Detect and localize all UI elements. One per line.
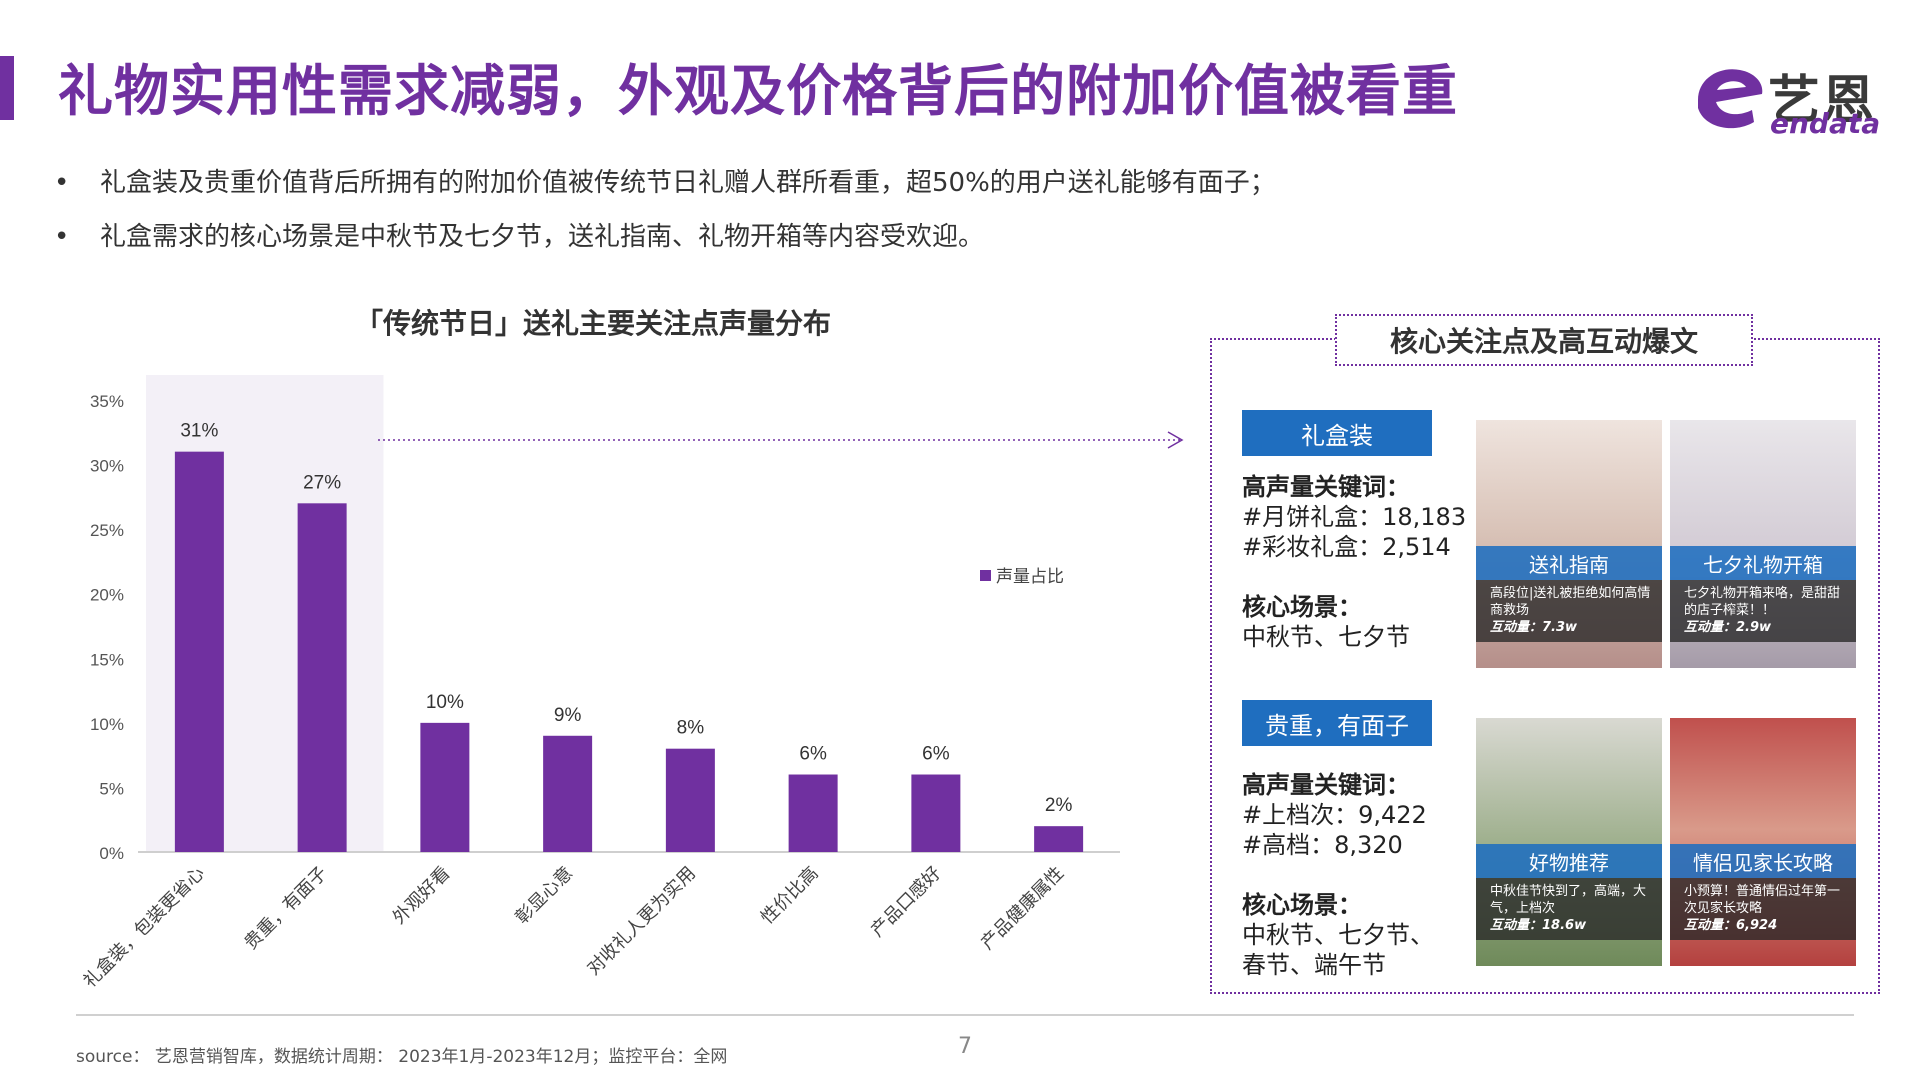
bar bbox=[665, 748, 715, 852]
bullet-glyph: • bbox=[54, 222, 70, 252]
keyword-item: #月饼礼盒：18,183 bbox=[1242, 503, 1467, 531]
post-card[interactable]: 好物推荐 中秋佳节快到了，高端，大气，上档次 互动量：18.6w bbox=[1476, 718, 1662, 966]
scene-item: 春节、端午节 bbox=[1242, 951, 1386, 979]
scene-title: 核心场景： bbox=[1242, 593, 1362, 621]
y-tick-label: 20% bbox=[90, 586, 124, 605]
keyword-item: #彩妆礼盒：2,514 bbox=[1242, 533, 1451, 561]
connector-arrow-icon bbox=[1167, 431, 1184, 449]
bullet-text: 礼盒需求的核心场景是中秋节及七夕节，送礼指南、礼物开箱等内容受欢迎。 bbox=[100, 222, 985, 252]
post-label: 送礼指南 bbox=[1476, 546, 1662, 580]
page-title: 礼物实用性需求减弱，外观及价格背后的附加价值被看重 bbox=[58, 59, 1459, 123]
y-tick-label: 15% bbox=[90, 650, 124, 669]
section-tag-gift-box: 礼盒装 bbox=[1242, 410, 1432, 456]
data-label: 10% bbox=[426, 692, 464, 713]
legend-swatch bbox=[980, 570, 991, 581]
post-engagement: 互动量：2.9w bbox=[1684, 620, 1772, 635]
bullet-text: 礼盒装及贵重价值背后所拥有的附加价值被传统节日礼赠人群所看重，超50%的用户送礼… bbox=[100, 168, 1276, 198]
bar bbox=[543, 735, 593, 852]
category-label: 产品健康属性 bbox=[977, 863, 1068, 954]
scene-title: 核心场景： bbox=[1242, 891, 1362, 919]
scene-item: 中秋节、七夕节、 bbox=[1242, 921, 1434, 949]
data-label: 2% bbox=[1045, 795, 1073, 816]
legend-label: 声量占比 bbox=[996, 567, 1064, 587]
page-number: 7 bbox=[958, 1034, 972, 1059]
bar bbox=[420, 722, 470, 852]
data-label: 8% bbox=[677, 718, 705, 739]
bullet-item: • 礼盒装及贵重价值背后所拥有的附加价值被传统节日礼赠人群所看重，超50%的用户送… bbox=[54, 162, 1276, 199]
post-label: 好物推荐 bbox=[1476, 844, 1662, 878]
y-tick-label: 5% bbox=[99, 779, 124, 798]
post-description: 小预算！普通情侣过年第一次见家长攻略 互动量：6,924 bbox=[1670, 878, 1856, 940]
bar-chart: 0% 5% 10% 15% 20% 25% 30% 35% 31% 礼盒装，包装更省心 27% 贵重，… bbox=[80, 375, 1184, 992]
post-engagement: 互动量：6,924 bbox=[1684, 918, 1778, 933]
bar bbox=[174, 451, 224, 852]
data-label: 31% bbox=[180, 421, 218, 442]
post-card[interactable]: 七夕礼物开箱 七夕礼物开箱来咯，是甜甜的店子榨菜！！ 互动量：2.9w bbox=[1670, 420, 1856, 668]
scene-item: 中秋节、七夕节 bbox=[1242, 623, 1410, 651]
keywords-title: 高声量关键词： bbox=[1242, 771, 1410, 799]
post-label: 七夕礼物开箱 bbox=[1670, 546, 1856, 580]
keyword-item: #高档：8,320 bbox=[1242, 831, 1403, 859]
post-desc-text: 小预算！普通情侣过年第一次见家长攻略 bbox=[1684, 884, 1841, 916]
logo-text-cn: 艺恩 bbox=[1768, 71, 1877, 131]
category-label: 贵重，有面子 bbox=[240, 863, 331, 954]
data-label: 9% bbox=[554, 705, 582, 726]
post-card[interactable]: 送礼指南 高段位|送礼被拒绝如何高情商救场 互动量：7.3w bbox=[1476, 420, 1662, 668]
data-label: 27% bbox=[303, 472, 341, 493]
post-card[interactable]: 情侣见家长攻略 小预算！普通情侣过年第一次见家长攻略 互动量：6,924 bbox=[1670, 718, 1856, 966]
section-tag-prestige: 贵重，有面子 bbox=[1242, 700, 1432, 746]
category-label: 对收礼人更为实用 bbox=[583, 863, 700, 980]
post-desc-text: 七夕礼物开箱来咯，是甜甜的店子榨菜！！ bbox=[1684, 586, 1841, 618]
post-desc-text: 高段位|送礼被拒绝如何高情商救场 bbox=[1490, 586, 1651, 618]
endata-logo: 艺恩 endata bbox=[1690, 60, 1890, 140]
category-label: 外观好看 bbox=[389, 863, 455, 929]
post-description: 七夕礼物开箱来咯，是甜甜的店子榨菜！！ 互动量：2.9w bbox=[1670, 580, 1856, 642]
keywords-title: 高声量关键词： bbox=[1242, 473, 1410, 501]
chart-title: 「传统节日」送礼主要关注点声量分布 bbox=[355, 307, 832, 340]
category-label: 性价比高 bbox=[757, 863, 823, 929]
title-accent-bar bbox=[0, 56, 14, 120]
endata-logo-icon bbox=[1698, 69, 1763, 129]
logo-text-en: endata bbox=[1770, 107, 1881, 140]
bullet-glyph: • bbox=[54, 168, 70, 198]
y-tick-label: 35% bbox=[90, 392, 124, 411]
y-tick-label: 10% bbox=[90, 715, 124, 734]
category-label: 彰显心意 bbox=[511, 863, 577, 929]
panel-title-box: 核心关注点及高互动爆文 bbox=[1335, 314, 1753, 366]
y-tick-label: 25% bbox=[90, 521, 124, 540]
section-info-gift-box: 高声量关键词： #月饼礼盒：18,183 #彩妆礼盒：2,514 核心场景： 中… bbox=[1242, 472, 1466, 652]
bar bbox=[788, 774, 838, 852]
category-label: 产品口感好 bbox=[867, 863, 945, 941]
bar bbox=[911, 774, 961, 852]
post-engagement: 互动量：7.3w bbox=[1490, 620, 1578, 635]
bar bbox=[297, 503, 347, 852]
category-label: 礼盒装，包装更省心 bbox=[80, 863, 209, 992]
post-desc-text: 中秋佳节快到了，高端，大气，上档次 bbox=[1490, 884, 1647, 916]
source-note: source： 艺恩营销智库，数据统计周期： 2023年1月-2023年12月；… bbox=[76, 1047, 728, 1067]
keyword-item: #上档次：9,422 bbox=[1242, 801, 1427, 829]
section-info-prestige: 高声量关键词： #上档次：9,422 #高档：8,320 核心场景： 中秋节、七… bbox=[1242, 770, 1434, 980]
footer-divider bbox=[76, 1014, 1854, 1016]
bullet-item: • 礼盒需求的核心场景是中秋节及七夕节，送礼指南、礼物开箱等内容受欢迎。 bbox=[54, 216, 984, 253]
y-tick-label: 30% bbox=[90, 457, 124, 476]
panel-title: 核心关注点及高互动爆文 bbox=[1389, 325, 1698, 358]
y-tick-label: 0% bbox=[99, 844, 124, 863]
post-description: 高段位|送礼被拒绝如何高情商救场 互动量：7.3w bbox=[1476, 580, 1662, 642]
data-label: 6% bbox=[922, 744, 950, 765]
data-label: 6% bbox=[799, 744, 827, 765]
post-description: 中秋佳节快到了，高端，大气，上档次 互动量：18.6w bbox=[1476, 878, 1662, 940]
bar bbox=[1034, 826, 1084, 852]
post-label: 情侣见家长攻略 bbox=[1670, 844, 1856, 878]
post-engagement: 互动量：18.6w bbox=[1490, 918, 1587, 933]
